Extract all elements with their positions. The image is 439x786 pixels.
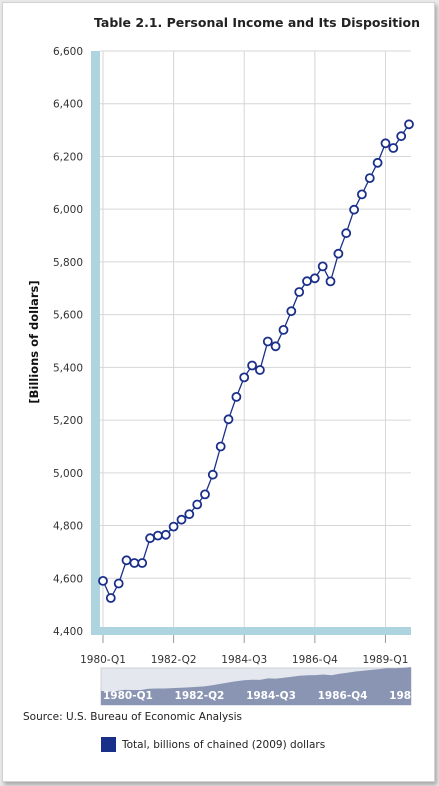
data-point[interactable]: [356, 189, 367, 200]
data-point[interactable]: [380, 138, 391, 149]
x-tick-label: 1989-Q1: [363, 654, 409, 666]
range-navigator[interactable]: 1980-Q1 1982-Q2 1984-Q3 1986-Q4 1989-Q1: [100, 667, 434, 706]
data-point[interactable]: [286, 306, 297, 317]
data-point[interactable]: [145, 533, 156, 544]
navigator-labels: 1980-Q1 1982-Q2 1984-Q3 1986-Q4 1989-Q1: [103, 690, 434, 702]
data-point[interactable]: [247, 360, 258, 371]
navigator-label: 1984-Q3: [246, 690, 296, 702]
data-point[interactable]: [404, 119, 414, 130]
data-point[interactable]: [372, 157, 383, 168]
y-tick-label: 5,000: [53, 468, 83, 480]
data-point[interactable]: [231, 391, 242, 402]
data-point[interactable]: [388, 143, 399, 153]
data-point[interactable]: [98, 576, 108, 586]
data-point[interactable]: [364, 173, 375, 184]
data-point[interactable]: [160, 529, 171, 540]
y-tick-label: 4,400: [53, 626, 83, 638]
x-tick-label: 1984-Q3: [221, 654, 267, 666]
data-point[interactable]: [239, 372, 250, 383]
data-point[interactable]: [184, 509, 195, 520]
data-point[interactable]: [168, 521, 179, 532]
y-tick-labels: 4,400 4,600 4,800 5,000 5,200 5,400 5,600 5,800…: [53, 46, 83, 638]
y-tick-label: 6,000: [53, 204, 83, 216]
y-tick-label: 5,400: [53, 362, 83, 374]
y-axis-title: [Billions of dollars]: [27, 280, 41, 403]
y-tick-label: 6,600: [53, 46, 83, 58]
source-note: Source: U.S. Bureau of Economic Analysis: [23, 711, 243, 723]
data-point[interactable]: [262, 336, 273, 347]
chart-title: Table 2.1. Personal Income and Its Dispo…: [93, 15, 420, 30]
y-tick-label: 4,600: [53, 573, 83, 585]
data-point[interactable]: [223, 414, 234, 425]
data-point[interactable]: [176, 514, 187, 525]
grid-layer: [100, 50, 411, 632]
data-point[interactable]: [129, 558, 140, 568]
data-point[interactable]: [105, 593, 116, 603]
data-point[interactable]: [325, 276, 336, 287]
data-point[interactable]: [341, 228, 352, 239]
data-points: [98, 119, 414, 603]
navigator-label: 1982-Q2: [175, 690, 225, 702]
data-point[interactable]: [121, 555, 132, 566]
navigator-label: 1980-Q1: [103, 690, 153, 702]
y-axis-band: [91, 51, 100, 633]
chart-svg: 4,400 4,600 4,800 5,000 5,200 5,400 5,600 5,800…: [27, 46, 434, 706]
data-point[interactable]: [317, 261, 328, 272]
navigator-label: 1986-Q4: [318, 690, 368, 702]
data-point[interactable]: [215, 441, 226, 452]
y-tick-label: 5,800: [53, 257, 83, 269]
x-tick-label: 1986-Q4: [292, 654, 338, 666]
data-point[interactable]: [302, 276, 312, 287]
data-point[interactable]: [152, 530, 163, 541]
legend[interactable]: Total, billions of chained (2009) dollar…: [101, 737, 325, 752]
data-point[interactable]: [254, 365, 265, 375]
data-point[interactable]: [309, 273, 320, 284]
y-tick-label: 6,200: [53, 151, 83, 163]
y-tick-label: 6,400: [53, 99, 83, 111]
data-point[interactable]: [396, 131, 407, 142]
x-tick-labels: 1980-Q1 1982-Q2 1984-Q3 1986-Q4 1989-Q1: [80, 635, 408, 666]
x-axis-band: [91, 627, 411, 635]
x-tick-label: 1980-Q1: [80, 654, 126, 666]
data-point[interactable]: [207, 469, 218, 480]
legend-label: Total, billions of chained (2009) dollar…: [122, 738, 326, 751]
y-tick-label: 5,600: [53, 310, 83, 322]
data-point[interactable]: [349, 204, 360, 215]
data-point[interactable]: [294, 287, 305, 297]
data-point[interactable]: [137, 558, 148, 568]
data-point[interactable]: [278, 324, 289, 335]
navigator-area: [101, 667, 411, 705]
chart-frame: Table 2.1. Personal Income and Its Dispo…: [2, 2, 435, 782]
navigator-label: 1989-Q1: [389, 690, 434, 702]
data-point[interactable]: [200, 489, 210, 500]
y-tick-label: 4,800: [53, 521, 83, 533]
data-point[interactable]: [270, 341, 281, 352]
x-tick-label: 1982-Q2: [151, 654, 197, 666]
y-tick-label: 5,200: [53, 415, 83, 427]
data-point[interactable]: [192, 499, 203, 510]
legend-swatch: [101, 737, 116, 752]
data-point[interactable]: [333, 248, 344, 259]
data-point[interactable]: [113, 578, 124, 589]
